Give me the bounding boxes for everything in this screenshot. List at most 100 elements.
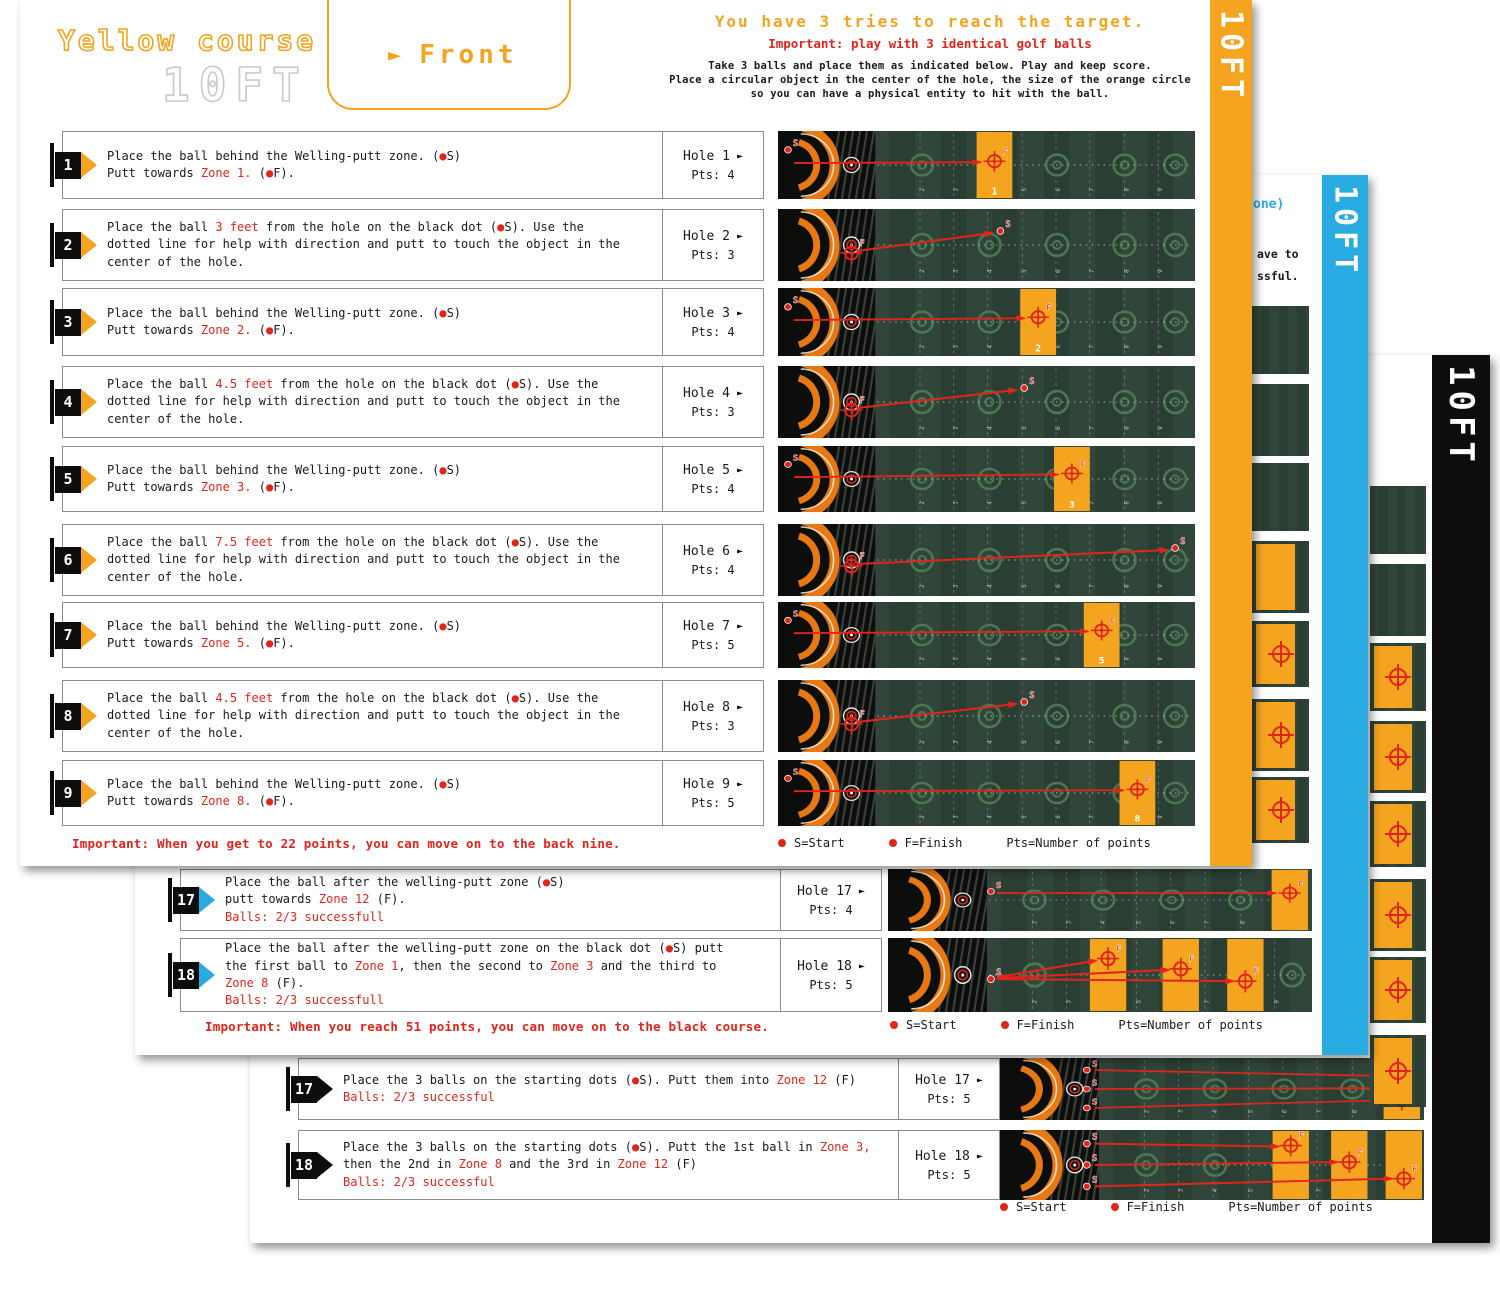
putting-mat-diagram: 234567893FS (778, 446, 1195, 512)
important-note: Important: When you reach 51 points, you… (205, 1019, 769, 1034)
instruction-line: Place the ball after the welling-putt zo… (225, 941, 724, 956)
svg-text:4: 4 (987, 345, 993, 349)
svg-text:2: 2 (920, 188, 926, 191)
hole-row: 17 Place the ball after the welling-putt… (168, 869, 1320, 931)
front-arrow-icon: ► (388, 42, 406, 68)
svg-text:S: S (793, 454, 798, 464)
points-label: Pts: 5 (927, 1091, 971, 1106)
instruction-box: Place the 3 balls on the starting dots (… (298, 1130, 1000, 1200)
instruction-line: Putt towards Zone 3. (●F). (107, 480, 295, 494)
svg-text:2: 2 (919, 426, 926, 430)
instruction-line: Place the ball 4.5 feet from the hole on… (107, 376, 599, 391)
hole-label: Hole 17 ► (915, 1073, 983, 1088)
hole-label-text: Hole 1 (683, 148, 730, 164)
intro-line: Place a circular object in the center of… (669, 74, 1191, 86)
points-label: Pts: 4 (691, 324, 735, 339)
mat-sliver (1370, 879, 1426, 951)
hole-number: 5 (55, 465, 81, 493)
svg-text:S: S (1092, 1154, 1097, 1164)
hole-label: Hole 7 ► (683, 619, 743, 634)
svg-text:8: 8 (1124, 501, 1130, 505)
svg-text:3: 3 (953, 426, 960, 430)
svg-text:6: 6 (1056, 657, 1062, 661)
instruction-box: Place the ball behind the Welling-putt z… (62, 446, 764, 512)
legend-finish: F=Finish (888, 836, 962, 850)
svg-text:S: S (1092, 1078, 1097, 1087)
instruction-box: Place the ball behind the Welling-putt z… (62, 602, 764, 668)
hole-label-text: Hole 4 (683, 385, 730, 401)
hole-label: Hole 18 ► (797, 959, 865, 974)
svg-text:7: 7 (1090, 815, 1096, 819)
svg-text:2: 2 (1032, 921, 1038, 924)
svg-text:F: F (1253, 966, 1258, 977)
hole-label-text: Hole 7 (683, 618, 730, 634)
instruction-line: Place the ball 7.5 feet from the hole on… (107, 534, 599, 549)
instruction-line: center of the hole. (107, 254, 245, 269)
hole-number-flag: 17 (286, 1067, 333, 1111)
hole-label-text: Hole 6 (683, 543, 730, 559)
hole-score-cell: Hole 7 ► Pts: 5 (662, 603, 763, 667)
instruction-box: Place the 3 balls on the starting dots (… (298, 1058, 1000, 1120)
mat-sliver (1370, 721, 1426, 793)
hole-number-flag: 5 (50, 457, 97, 501)
svg-text:7: 7 (1317, 1110, 1323, 1113)
svg-text:F: F (859, 710, 864, 720)
svg-text:2: 2 (919, 269, 926, 273)
svg-text:9: 9 (1157, 584, 1164, 588)
hole-label: Hole 5 ► (683, 463, 743, 478)
svg-text:5: 5 (1021, 426, 1028, 430)
legend-start: S=Start (778, 836, 845, 850)
hole-arrow-icon: ► (736, 620, 743, 632)
svg-text:F: F (1299, 1132, 1304, 1142)
mat-sliver (1370, 957, 1426, 1023)
svg-text:2: 2 (1031, 1000, 1038, 1004)
instruction-line: the first ball to Zone 1, then the secon… (225, 958, 717, 973)
instruction-line: Place the 3 balls on the starting dots (… (343, 1072, 856, 1087)
legend-points: Pts=Number of points (1228, 1200, 1373, 1214)
legend-points: Pts=Number of points (1006, 836, 1151, 850)
svg-text:S: S (793, 139, 798, 149)
finish-crosshair-icon (1267, 641, 1294, 667)
mat-sliver (1252, 699, 1309, 771)
svg-text:7: 7 (1090, 501, 1096, 505)
hole-row: 1 Place the ball behind the Welling-putt… (50, 131, 1202, 199)
hole-row: 6 Place the ball 7.5 feet from the hole … (50, 524, 1202, 596)
svg-text:F: F (1189, 954, 1194, 965)
svg-text:7: 7 (1089, 269, 1096, 273)
header-outline (327, 0, 571, 110)
instruction-line: Place the ball behind the Welling-putt z… (107, 462, 462, 477)
svg-text:S: S (1092, 1176, 1097, 1186)
legend-points: Pts=Number of points (1118, 1018, 1263, 1032)
svg-text:8: 8 (1123, 740, 1130, 744)
front-label: ► Front (388, 40, 518, 70)
hole-label: Hole 3 ► (683, 306, 743, 321)
mat-sliver (1252, 541, 1309, 613)
svg-text:S: S (1029, 691, 1034, 701)
svg-text:3: 3 (954, 657, 960, 661)
flag-pennant-icon (317, 1076, 333, 1102)
svg-text:F: F (1357, 1148, 1362, 1158)
finish-crosshair-icon (1267, 797, 1294, 823)
svg-text:2: 2 (920, 815, 926, 818)
putting-mat-diagram: 23456789FFFS (888, 938, 1312, 1012)
flag-pennant-icon (81, 152, 97, 178)
svg-text:6: 6 (1055, 426, 1062, 430)
hole-number: 9 (55, 779, 81, 807)
svg-text:4: 4 (986, 740, 993, 744)
start-dot-icon (778, 839, 786, 847)
instruction-line: dotted line for help with direction and … (107, 237, 620, 252)
svg-text:5: 5 (1022, 501, 1028, 504)
svg-text:6: 6 (1170, 920, 1176, 924)
flag-pennant-icon (81, 389, 97, 415)
instruction-box: Place the ball 7.5 feet from the hole on… (62, 524, 764, 596)
svg-text:3: 3 (954, 188, 960, 192)
course-size: 10FT (161, 57, 309, 113)
putting-mat-diagram: 2 3 4 5 6 7 8 9 F S (778, 366, 1195, 438)
instruction-line: Place the ball behind the Welling-putt z… (107, 618, 462, 633)
hole-instructions: Place the ball after the welling-putt zo… (181, 870, 781, 930)
yellow-course-front-page: 10FT Yellow course 10FT ► Front You have… (20, 0, 1252, 866)
svg-text:8: 8 (1123, 269, 1130, 273)
hole-number-flag: 4 (50, 380, 97, 424)
hole-label: Hole 8 ► (683, 700, 743, 715)
